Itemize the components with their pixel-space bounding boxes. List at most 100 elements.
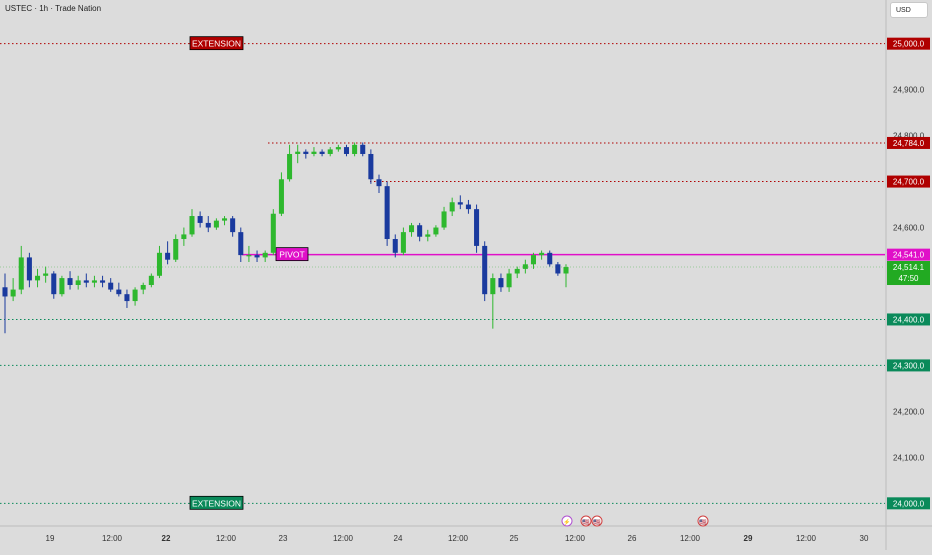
- time-tick-label: 12:00: [333, 534, 354, 543]
- candle[interactable]: [547, 250, 553, 267]
- candle[interactable]: [465, 199, 471, 214]
- candle[interactable]: [156, 245, 162, 279]
- candle[interactable]: [287, 144, 293, 182]
- candle[interactable]: [490, 273, 496, 329]
- candle[interactable]: [10, 278, 16, 302]
- candle[interactable]: [278, 172, 284, 217]
- candle[interactable]: [26, 252, 32, 288]
- candle[interactable]: [262, 250, 268, 262]
- symbol-title[interactable]: USTEC · 1h · Trade Nation: [5, 4, 102, 13]
- price-tag-24784-bg: [887, 136, 930, 149]
- candle[interactable]: [205, 216, 211, 233]
- candle[interactable]: [384, 181, 390, 246]
- candle[interactable]: [230, 216, 236, 237]
- candle[interactable]: [100, 275, 106, 288]
- candle[interactable]: [238, 227, 244, 262]
- candle[interactable]: [148, 273, 154, 288]
- candle[interactable]: [457, 195, 463, 210]
- candle-body: [409, 225, 415, 233]
- event-marker-glyph: 🇺🇸: [593, 518, 601, 526]
- candle[interactable]: [352, 142, 358, 157]
- us-economic-event-icon[interactable]: 🇺🇸: [580, 515, 592, 527]
- price-tag-24000: 24,000.0: [887, 497, 930, 510]
- candle[interactable]: [295, 144, 301, 164]
- candle[interactable]: [539, 250, 545, 260]
- candle[interactable]: [343, 144, 349, 157]
- candle[interactable]: [18, 245, 24, 295]
- candle[interactable]: [392, 234, 398, 258]
- candle[interactable]: [498, 273, 504, 292]
- dividend-event-icon[interactable]: ⚡: [561, 515, 573, 527]
- event-marker-glyph: 🇺🇸: [699, 518, 707, 526]
- candle[interactable]: [43, 266, 49, 283]
- time-tick-label: 26: [628, 534, 637, 543]
- candle[interactable]: [67, 271, 73, 290]
- time-tick-label: 12:00: [102, 534, 123, 543]
- candle[interactable]: [563, 264, 569, 288]
- candle-body: [327, 149, 333, 154]
- candle[interactable]: [124, 289, 130, 308]
- candle-body: [35, 275, 41, 281]
- candle[interactable]: [376, 174, 382, 194]
- candle-body: [400, 232, 406, 253]
- candle[interactable]: [360, 142, 366, 157]
- candle[interactable]: [197, 211, 203, 228]
- us-economic-event-icon[interactable]: 🇺🇸: [697, 515, 709, 527]
- candle[interactable]: [506, 268, 512, 292]
- candle[interactable]: [116, 282, 122, 297]
- us-economic-event-icon[interactable]: 🇺🇸: [591, 515, 603, 527]
- candle[interactable]: [35, 268, 41, 288]
- time-tick-label: 25: [510, 534, 519, 543]
- candle[interactable]: [181, 227, 187, 246]
- candle[interactable]: [254, 250, 260, 262]
- candle[interactable]: [108, 278, 114, 292]
- candle[interactable]: [165, 241, 171, 265]
- candle[interactable]: [59, 275, 65, 297]
- candle[interactable]: [433, 225, 439, 237]
- candle[interactable]: [425, 229, 431, 242]
- candle[interactable]: [449, 197, 455, 217]
- candle[interactable]: [409, 222, 415, 237]
- currency-selector[interactable]: USD: [890, 2, 928, 18]
- candle[interactable]: [189, 209, 195, 237]
- candle[interactable]: [482, 241, 488, 302]
- candle[interactable]: [327, 147, 333, 157]
- candle[interactable]: [514, 266, 520, 279]
- candle[interactable]: [173, 234, 179, 262]
- candle[interactable]: [213, 218, 219, 230]
- candle[interactable]: [522, 259, 528, 274]
- candle-body: [547, 252, 553, 265]
- event-marker-circle: [591, 515, 603, 527]
- price-tag-24300-text: 24,300.0: [893, 361, 925, 370]
- price-tag-25000-text: 25,000.0: [893, 40, 925, 49]
- candle[interactable]: [441, 206, 447, 230]
- candle[interactable]: [270, 209, 276, 256]
- candle[interactable]: [530, 252, 536, 269]
- candle[interactable]: [75, 275, 81, 290]
- candle[interactable]: [91, 275, 97, 288]
- time-tick-label: 12:00: [680, 534, 701, 543]
- candle[interactable]: [474, 204, 480, 253]
- candle[interactable]: [83, 273, 89, 288]
- candle-body: [91, 280, 97, 283]
- candle-body: [498, 278, 504, 288]
- candle[interactable]: [335, 144, 341, 152]
- price-tag-24400-bg: [887, 313, 930, 326]
- candle[interactable]: [555, 262, 561, 276]
- candle-body: [75, 280, 81, 285]
- candle[interactable]: [246, 245, 252, 262]
- candle[interactable]: [368, 149, 374, 184]
- candle[interactable]: [132, 287, 138, 306]
- candle[interactable]: [417, 222, 423, 242]
- candle[interactable]: [303, 149, 309, 159]
- candle[interactable]: [140, 282, 146, 295]
- candle[interactable]: [311, 147, 317, 157]
- candle[interactable]: [222, 216, 228, 226]
- candle[interactable]: [51, 271, 57, 299]
- candle[interactable]: [319, 149, 325, 157]
- candle[interactable]: [2, 273, 8, 334]
- price-tick-label: 24,800.0: [893, 132, 925, 141]
- candle[interactable]: [400, 227, 406, 256]
